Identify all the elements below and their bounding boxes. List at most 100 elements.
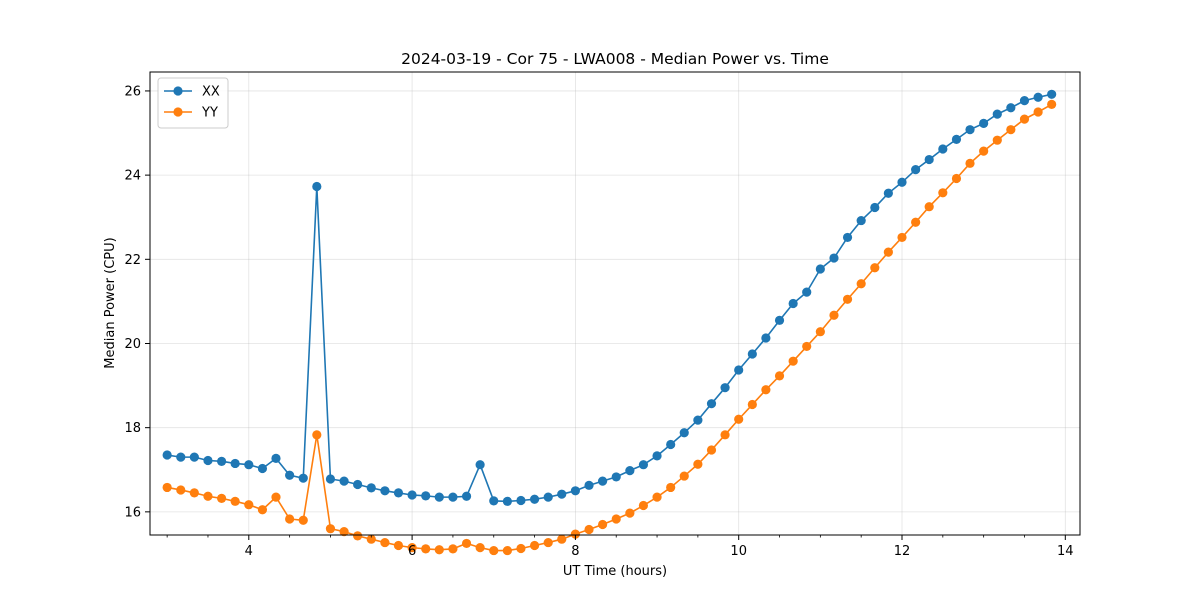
y-tick-label: 16 bbox=[124, 505, 141, 520]
data-point-xx bbox=[611, 472, 621, 482]
data-point-xx bbox=[842, 232, 853, 243]
series-yy bbox=[162, 99, 1057, 556]
data-point-xx bbox=[502, 496, 512, 506]
data-point-xx bbox=[475, 460, 485, 470]
data-point-yy bbox=[706, 445, 717, 455]
data-point-yy bbox=[393, 540, 404, 551]
legend-marker-xx bbox=[173, 86, 183, 96]
legend-item-xx: XX bbox=[164, 85, 220, 100]
x-tick-label: 8 bbox=[571, 544, 579, 559]
data-point-xx bbox=[938, 144, 948, 154]
y-tick-label: 26 bbox=[124, 84, 141, 99]
data-point-yy bbox=[897, 232, 907, 243]
data-point-yy bbox=[734, 414, 744, 424]
data-point-xx bbox=[679, 428, 689, 438]
data-point-xx bbox=[312, 181, 322, 192]
data-point-xx bbox=[230, 458, 240, 469]
legend: XX YY bbox=[157, 77, 229, 129]
data-point-xx bbox=[597, 476, 608, 486]
data-point-xx bbox=[189, 452, 199, 462]
data-point-yy bbox=[285, 514, 295, 524]
data-point-yy bbox=[353, 531, 363, 541]
y-tick-label: 18 bbox=[124, 421, 141, 436]
data-point-yy bbox=[502, 545, 512, 556]
data-point-yy bbox=[584, 524, 594, 535]
data-point-yy bbox=[489, 545, 499, 556]
data-point-yy bbox=[652, 492, 662, 502]
x-tick-label: 14 bbox=[1057, 544, 1074, 559]
data-point-yy bbox=[625, 508, 635, 518]
data-point-yy bbox=[421, 544, 431, 554]
data-point-xx bbox=[434, 492, 444, 502]
data-point-yy bbox=[203, 491, 213, 501]
data-point-yy bbox=[339, 527, 349, 537]
data-point-xx bbox=[461, 491, 472, 501]
data-point-yy bbox=[407, 543, 417, 553]
data-point-yy bbox=[298, 515, 308, 525]
data-point-xx bbox=[693, 415, 703, 425]
data-point-yy bbox=[380, 537, 390, 548]
data-point-xx bbox=[217, 456, 227, 466]
data-point-xx bbox=[271, 453, 281, 463]
data-point-xx bbox=[203, 455, 213, 466]
data-point-xx bbox=[897, 177, 907, 187]
data-point-yy bbox=[815, 327, 825, 337]
data-point-yy bbox=[938, 188, 948, 198]
data-point-xx bbox=[911, 165, 921, 175]
data-point-xx bbox=[720, 383, 730, 393]
data-point-xx bbox=[747, 349, 757, 359]
data-point-xx bbox=[257, 463, 268, 474]
data-point-yy bbox=[1033, 107, 1043, 117]
data-point-xx bbox=[788, 298, 798, 309]
data-point-yy bbox=[271, 492, 281, 502]
data-point-xx bbox=[584, 480, 594, 490]
series-layer bbox=[162, 89, 1057, 556]
data-point-xx bbox=[448, 492, 458, 502]
data-point-yy bbox=[720, 430, 730, 440]
x-tick-label: 10 bbox=[730, 544, 747, 559]
data-point-xx bbox=[421, 491, 431, 501]
data-point-xx bbox=[1019, 96, 1030, 106]
data-point-yy bbox=[842, 294, 853, 304]
data-point-xx bbox=[353, 479, 363, 490]
data-point-yy bbox=[693, 459, 703, 469]
data-point-yy bbox=[802, 341, 812, 352]
legend-marker-yy bbox=[173, 107, 183, 117]
data-point-xx bbox=[516, 495, 526, 506]
data-point-yy bbox=[162, 482, 172, 493]
data-point-xx bbox=[734, 365, 744, 375]
data-point-xx bbox=[380, 486, 390, 496]
data-point-xx bbox=[638, 460, 649, 470]
data-point-yy bbox=[911, 217, 921, 227]
data-point-yy bbox=[666, 482, 676, 493]
data-point-yy bbox=[176, 485, 186, 495]
plot-frame bbox=[149, 71, 1081, 536]
data-point-yy bbox=[761, 385, 771, 395]
y-tick-label: 20 bbox=[124, 337, 141, 352]
data-point-xx bbox=[407, 490, 417, 500]
data-point-xx bbox=[1006, 103, 1016, 113]
data-point-yy bbox=[747, 399, 757, 410]
data-point-yy bbox=[979, 146, 989, 156]
data-point-yy bbox=[366, 534, 376, 544]
series-xx bbox=[162, 89, 1057, 506]
data-point-xx bbox=[285, 470, 295, 480]
legend-item-yy: YY bbox=[164, 106, 218, 121]
data-point-xx bbox=[979, 118, 989, 128]
data-point-xx bbox=[870, 202, 880, 213]
x-tick-label: 12 bbox=[894, 544, 911, 559]
data-point-yy bbox=[570, 529, 580, 539]
data-point-yy bbox=[992, 135, 1002, 145]
legend-label-yy: YY bbox=[201, 106, 218, 121]
data-point-xx bbox=[543, 492, 553, 502]
data-point-yy bbox=[529, 540, 540, 551]
data-point-yy bbox=[217, 493, 227, 503]
data-point-yy bbox=[951, 173, 962, 184]
y-tick-label: 22 bbox=[124, 253, 141, 268]
data-point-xx bbox=[393, 488, 404, 498]
x-tick-label: 4 bbox=[245, 544, 253, 559]
data-point-yy bbox=[244, 500, 254, 510]
data-point-yy bbox=[1006, 125, 1016, 135]
